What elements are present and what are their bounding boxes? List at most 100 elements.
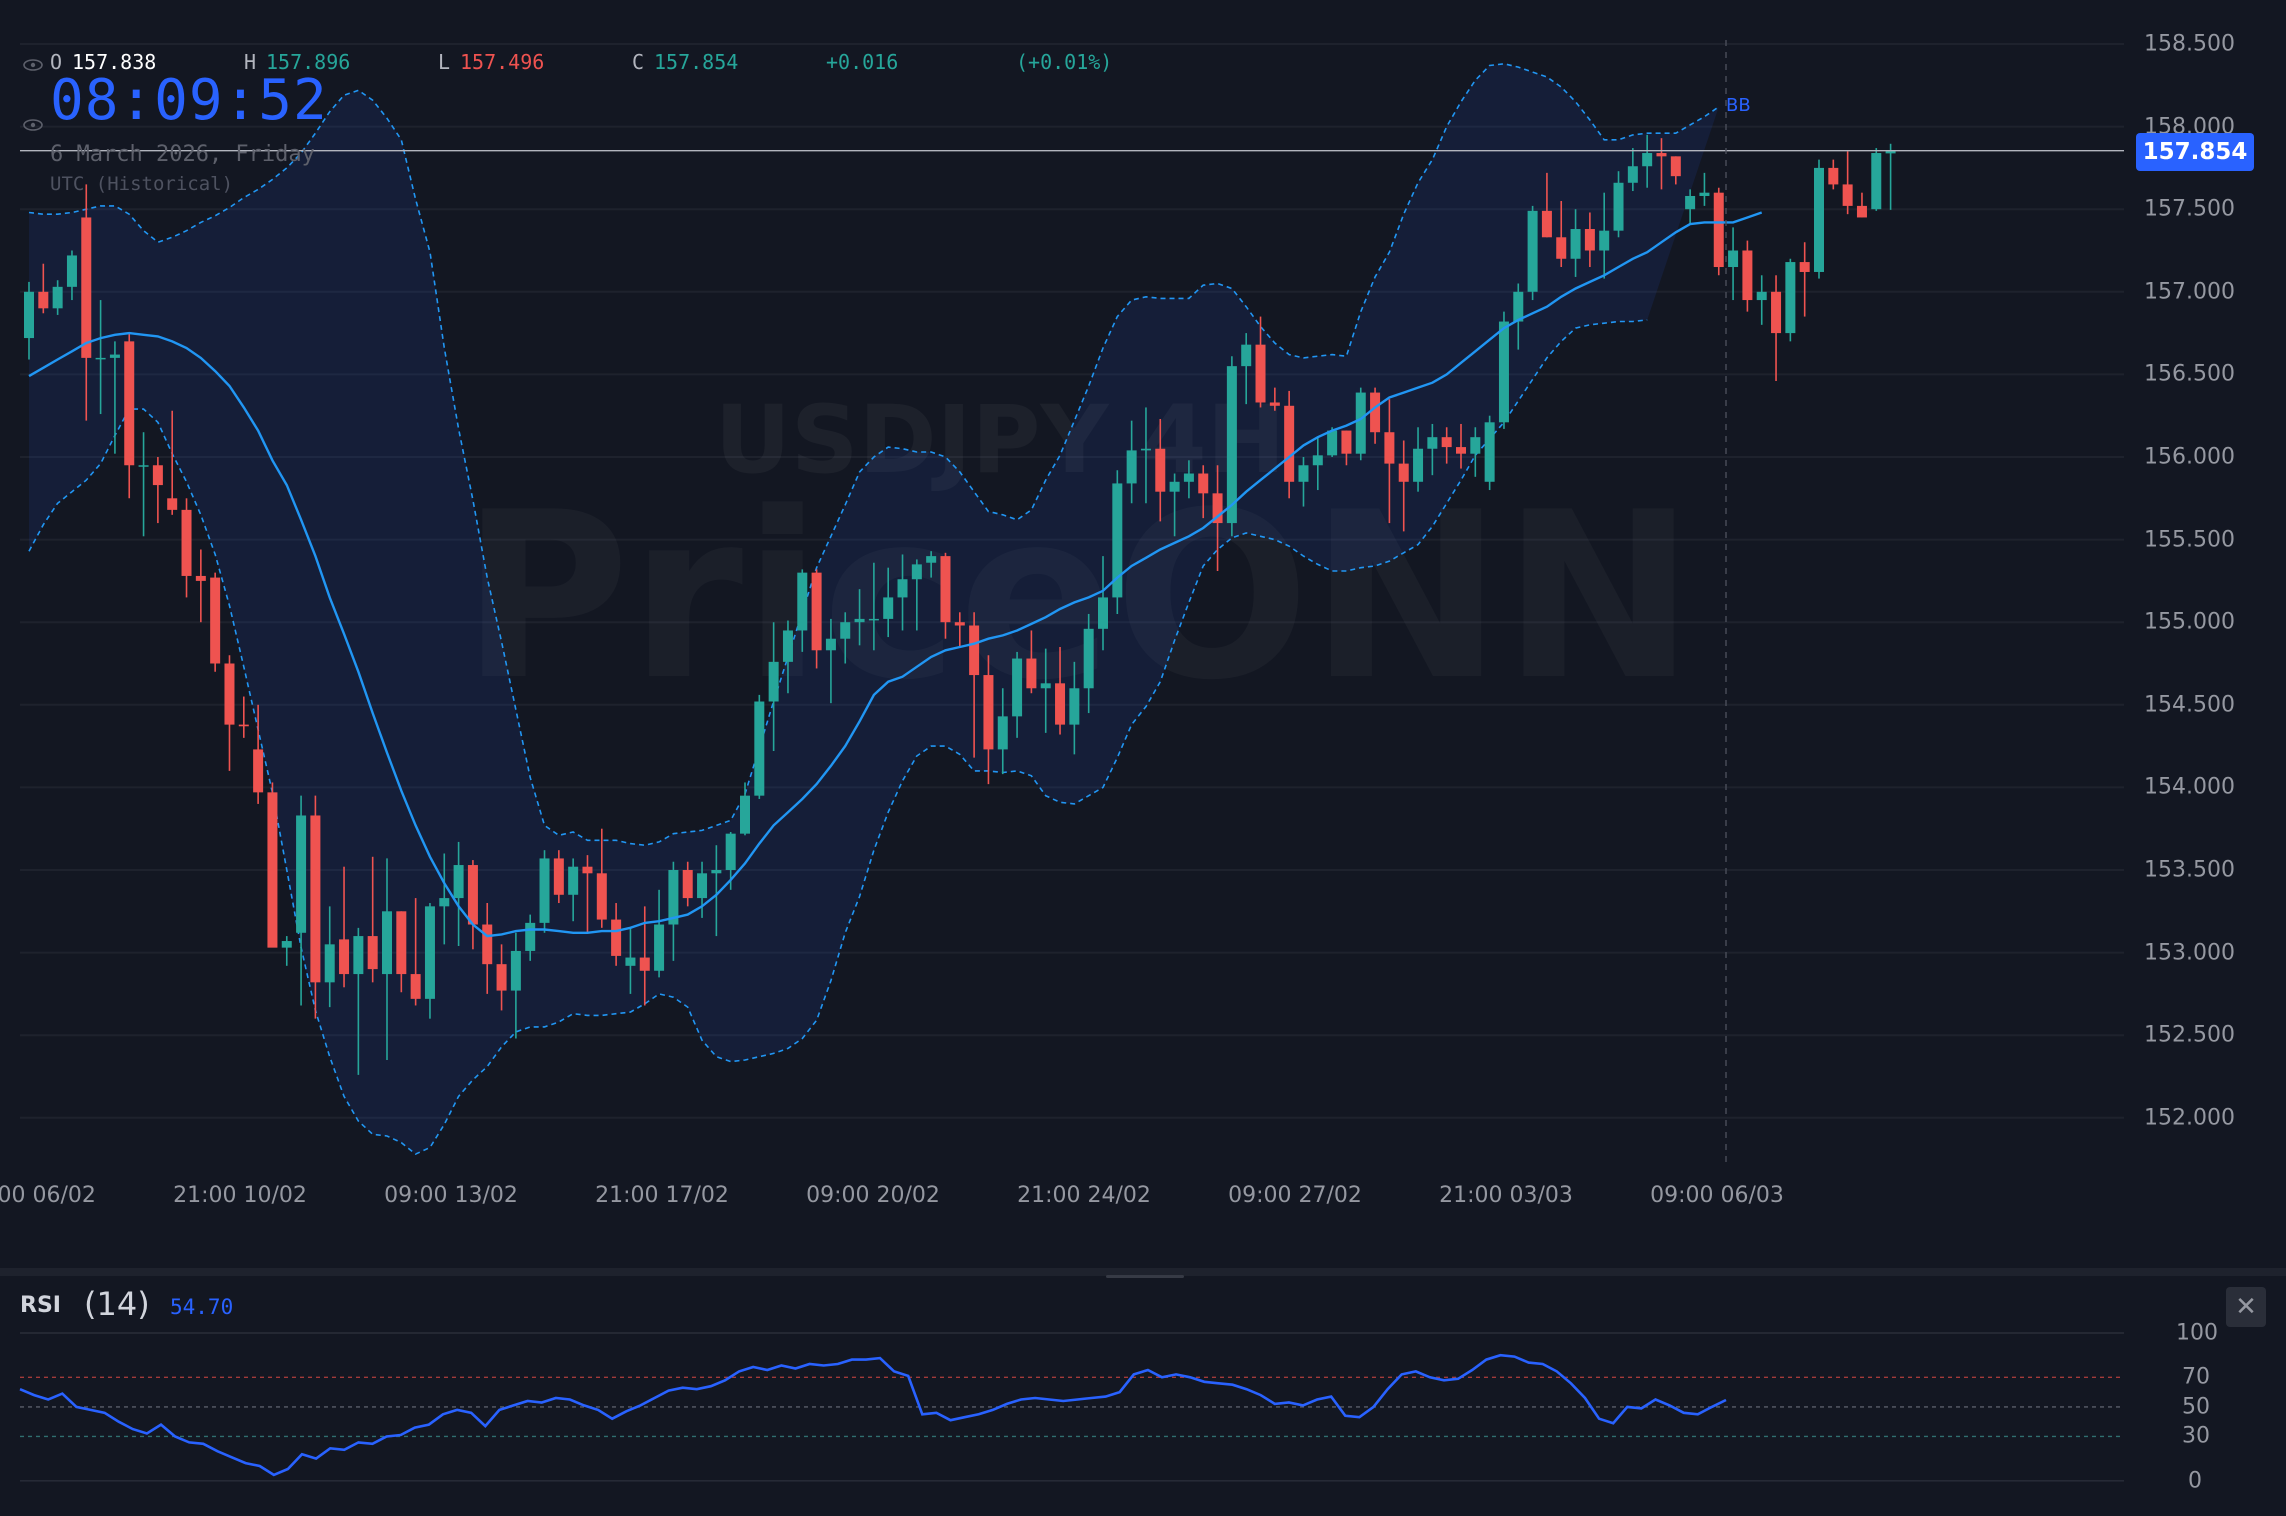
candle-body [1541,210,1552,238]
candle-body [238,724,249,727]
candle-body [1627,166,1638,183]
candle-body [310,815,321,983]
candle-body [911,564,922,580]
candle-body [926,556,937,563]
candle-body [1112,483,1123,598]
candles [24,134,1896,1075]
candle-body [1713,192,1724,268]
candle-body [52,286,63,309]
open-label: O [50,50,63,74]
candle-body [1312,455,1323,466]
candle-body [1527,210,1538,292]
candle-body [367,936,378,970]
candle-body [1642,153,1653,167]
candle-body [1355,392,1366,454]
candle-body [253,749,264,793]
candle-body [768,661,779,702]
candle-body [138,465,149,467]
candle-body [81,217,92,358]
rsi-title[interactable]: RSI [20,1293,61,1318]
candle-body [467,865,478,925]
bollinger-upper-line [28,62,1720,847]
candle-body [1498,321,1509,423]
low-value: 157.496 [460,50,545,74]
candle-body [453,865,464,899]
candle-body [424,906,435,999]
candle-body [1670,156,1681,177]
candle-body [1599,230,1610,251]
candle-body [1098,597,1108,629]
candle-body [267,792,278,948]
close-rsi-button[interactable]: ✕ [2226,1287,2266,1327]
bollinger-label[interactable]: BB [1726,95,1751,116]
low-label: L [438,50,451,74]
candle-body [482,924,493,965]
candle-body [24,291,34,339]
candle-body [1799,262,1810,272]
candle-body [410,974,421,999]
clock-timezone: UTC (Historical) [50,173,234,195]
candle-body [1456,447,1466,454]
candle-body [1212,493,1223,524]
candle-body [1427,437,1438,449]
candle-body [1513,291,1524,322]
bollinger-middle-line [28,211,1763,938]
candle-body [66,255,77,287]
bollinger-lower-line [28,319,1648,1156]
rsi-period: (14) [84,1285,150,1323]
rsi-tick-label: 70 [2182,1364,2210,1390]
candle-body [582,866,593,874]
candle-body [711,870,722,874]
open-value: 157.838 [72,50,157,74]
candle-body [625,957,636,966]
candle-body [568,866,579,895]
candle-body [1885,150,1896,154]
candle-body [496,964,507,991]
candle-body [1169,481,1180,492]
candle-body [897,579,908,598]
rsi-tick-label: 0 [2188,1468,2202,1494]
candle-body [1413,448,1424,482]
candle-body [969,625,980,676]
pane-separator [0,1268,2286,1276]
candle-body [1040,683,1051,689]
rsi-line [19,1353,1727,1477]
candle-body [1756,291,1767,301]
pane-resize-handle [1106,1275,1184,1278]
candle-body [854,618,865,623]
close-icon: ✕ [2235,1292,2257,1322]
candle-body [1685,195,1696,210]
candle-body [1570,229,1581,259]
candle-body [1656,153,1667,157]
candle-body [782,630,793,662]
eye-icon[interactable] [22,58,44,72]
clock-date: 6 March 2026, Friday [50,142,315,167]
candle-body [296,815,307,933]
candle-body [1183,473,1194,482]
candle-body [38,291,49,309]
candle-body [1398,463,1409,482]
candle-body [1269,402,1280,406]
clock-time: 08:09:52 [50,68,328,133]
candle-body [1613,182,1624,231]
candle-body [840,622,851,639]
candle-body [611,919,622,956]
high-label: H [244,50,257,74]
candle-body [1728,250,1739,268]
candle-body [1026,658,1037,689]
eye-icon[interactable] [22,118,44,132]
candle-body [553,858,564,895]
candle-body [1012,658,1023,717]
rsi-tick-label: 50 [2182,1394,2210,1420]
candle-body [1584,229,1595,251]
candle-body [654,924,665,971]
candle-body [1298,465,1309,482]
candle-body [1842,184,1853,206]
candle-body [1785,262,1796,334]
candle-body [1856,205,1867,218]
candle-body [868,618,879,621]
candle-body [1055,683,1066,725]
candle-body [339,939,350,975]
candle-body [439,898,450,907]
